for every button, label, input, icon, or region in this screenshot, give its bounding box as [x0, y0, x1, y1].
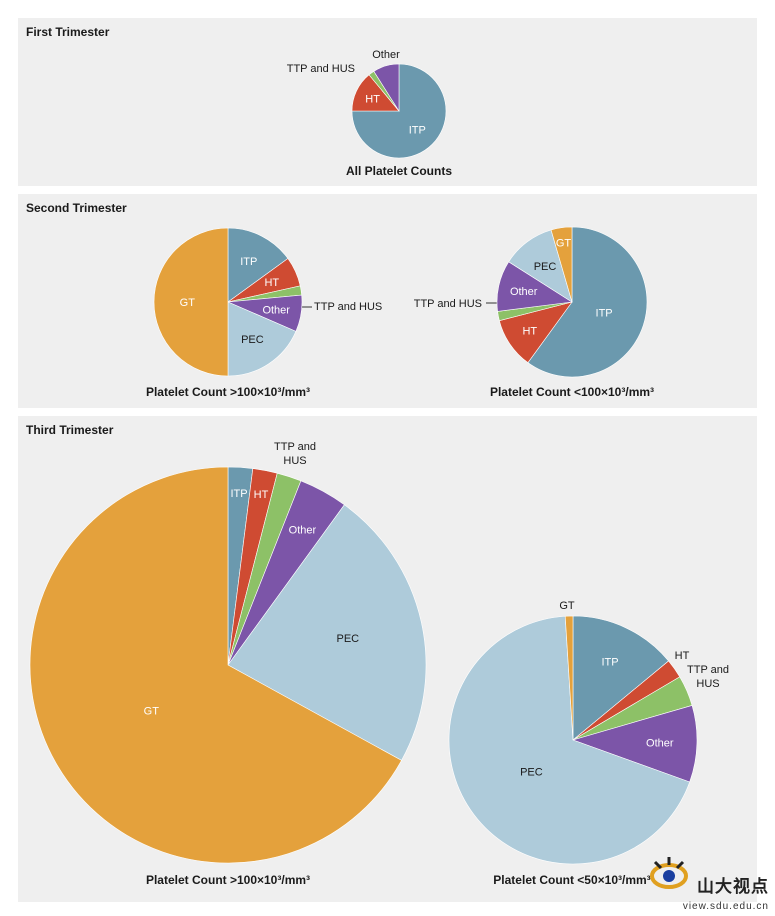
slice-label-ht: HT: [675, 650, 690, 662]
pie-slice-itp: [572, 615, 669, 741]
chart-caption-2: Platelet Count >100×10³/mm³: [146, 385, 310, 399]
slice-label-itp: ITP: [601, 657, 618, 669]
pie-slice-gt: [29, 466, 402, 864]
slice-label-itp: ITP: [230, 488, 247, 500]
slice-label-ht: HT: [365, 94, 380, 106]
eye-logo-icon: [650, 857, 688, 889]
pie-chart-2: ITP HT TTP and HUS Other PEC GT Platelet Count…: [146, 227, 382, 399]
slice-label-ht: HT: [522, 326, 537, 338]
slice-label-gt: GT: [559, 600, 575, 612]
slice-label-ttp-and-hus: TTP and HUS: [414, 298, 482, 310]
pie-slice-gt: [564, 615, 574, 741]
chart-caption-3: Platelet Count <100×10³/mm³: [490, 385, 654, 399]
watermark-url: view.sdu.edu.cn: [682, 901, 769, 912]
panel-title-third-trimester: Third Trimester: [26, 423, 114, 437]
slice-label-pec: PEC: [336, 633, 359, 645]
pie-slice-gt: [153, 227, 229, 377]
panel-title-first-trimester: First Trimester: [26, 25, 110, 39]
pie-chart-3: ITP HT TTP and HUS Other PEC GT Platelet Count…: [414, 226, 654, 399]
slice-label-ht: HT: [254, 489, 269, 501]
pie-slice-pec: [227, 301, 297, 377]
slice-label-ttp-and-hus: TTP and HUS: [687, 664, 729, 690]
slice-label-pec: PEC: [520, 766, 543, 778]
slice-label-other: Other: [510, 286, 538, 298]
slice-label-ttp-and-hus: TTP and HUS: [274, 441, 316, 467]
slice-label-itp: ITP: [409, 124, 426, 136]
slice-label-other: Other: [262, 305, 290, 317]
slice-label-itp: ITP: [240, 256, 257, 268]
slice-label-ttp-and-hus: TTP and HUS: [287, 63, 355, 75]
chart-caption-1: All Platelet Counts: [346, 164, 452, 178]
watermark-text: 山大视点: [697, 877, 769, 896]
pie-chart-1: ITP HT TTP and HUS Other All Platelet Counts: [287, 49, 453, 178]
pie-chart-5: ITP HT TTP and HUS Other PEC GT Platelet Count …: [448, 600, 729, 887]
chart-caption-5: Platelet Count <50×10³/mm³: [493, 873, 650, 887]
slice-label-other: Other: [289, 525, 317, 537]
chart-caption-4: Platelet Count >100×10³/mm³: [146, 873, 310, 887]
slice-label-gt: GT: [144, 705, 160, 717]
slice-label-pec: PEC: [241, 334, 264, 346]
pie-slice-other: [572, 705, 698, 783]
watermark: 山大视点 view.sdu.edu.cn: [649, 854, 769, 912]
pie-slice-itp: [227, 227, 289, 303]
pie-slice-other: [373, 63, 400, 113]
pie-slice-itp: [527, 226, 648, 378]
slice-label-other: Other: [646, 738, 674, 750]
slice-label-pec: PEC: [534, 261, 557, 273]
slice-label-ttp-and-hus: TTP and HUS: [314, 301, 382, 313]
slice-label-gt: GT: [180, 297, 196, 309]
pie-chart-4: ITP HT TTP and HUS Other PEC GT Platelet Count …: [29, 441, 427, 887]
slice-label-other: Other: [372, 49, 400, 61]
panel-title-second-trimester: Second Trimester: [26, 201, 127, 215]
pie-slice-pec: [227, 504, 427, 761]
slice-label-gt: GT: [556, 238, 572, 250]
pie-slice-pec: [448, 615, 691, 865]
slice-label-ht: HT: [264, 277, 279, 289]
slice-label-itp: ITP: [596, 307, 613, 319]
pie-slice-gt: [550, 226, 573, 303]
